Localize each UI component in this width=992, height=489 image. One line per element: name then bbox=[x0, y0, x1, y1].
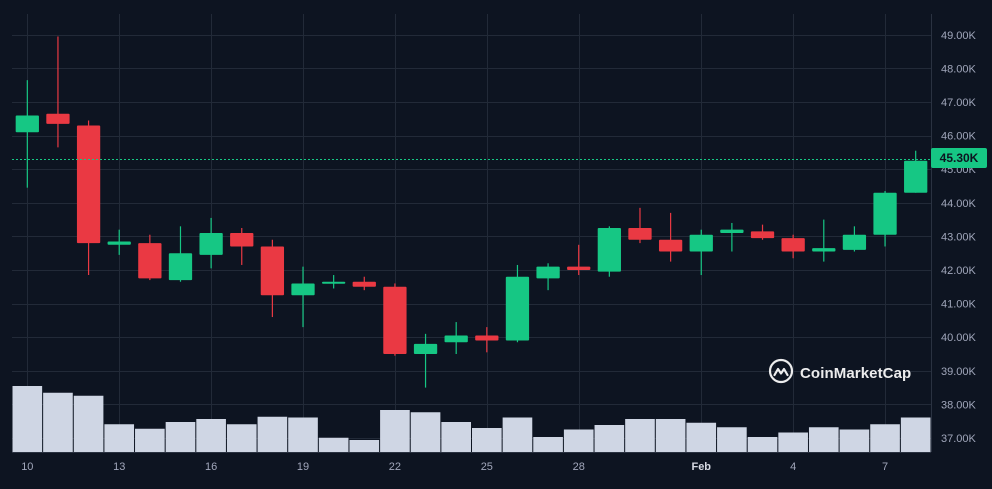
candle-body bbox=[352, 281, 376, 287]
candle-body bbox=[720, 229, 744, 234]
volume-bars bbox=[12, 386, 931, 452]
candle-body bbox=[107, 241, 131, 245]
candle-body bbox=[873, 192, 897, 235]
candle-body bbox=[444, 335, 468, 343]
candle-body bbox=[413, 343, 438, 354]
volume-bar bbox=[318, 437, 349, 452]
y-axis-tick-label: 40.00K bbox=[941, 332, 977, 344]
current-price-badge: 45.30K bbox=[931, 148, 987, 168]
volume-bar bbox=[900, 417, 931, 452]
candle-body bbox=[658, 239, 683, 252]
volume-bar bbox=[839, 429, 870, 452]
volume-bar bbox=[686, 422, 717, 452]
y-axis-tick-label: 48.00K bbox=[941, 63, 977, 75]
volume-bar bbox=[472, 428, 502, 452]
candle-body bbox=[505, 276, 530, 341]
candle-body bbox=[597, 228, 621, 272]
y-axis-tick-label: 39.00K bbox=[941, 366, 977, 378]
volume-bar bbox=[747, 437, 778, 452]
candle-body bbox=[781, 238, 805, 252]
volume-bar bbox=[533, 437, 563, 452]
volume-bar bbox=[12, 386, 43, 452]
volume-bar bbox=[717, 427, 747, 452]
candle-body bbox=[199, 233, 223, 255]
x-axis-tick-label: 22 bbox=[389, 461, 401, 473]
candle-body bbox=[291, 283, 315, 296]
volume-bar bbox=[870, 424, 900, 452]
volume-bar bbox=[104, 424, 135, 452]
x-axis-tick-label: 28 bbox=[573, 461, 585, 473]
x-axis-tick-label: 4 bbox=[790, 461, 796, 473]
candle-body bbox=[812, 248, 836, 252]
y-axis-tick-label: 47.00K bbox=[941, 97, 977, 109]
volume-bar bbox=[226, 424, 257, 452]
candle-body bbox=[536, 266, 560, 279]
volume-bar bbox=[43, 392, 73, 452]
volume-bar bbox=[196, 419, 226, 452]
y-axis-tick-label: 38.00K bbox=[941, 399, 977, 411]
candle-body bbox=[76, 125, 101, 244]
candle-body bbox=[322, 281, 346, 284]
candle-body bbox=[383, 286, 407, 354]
x-axis-tick-label: 19 bbox=[297, 461, 309, 473]
y-axis-tick-label: 42.00K bbox=[941, 265, 977, 277]
x-axis-tick-label: Feb bbox=[691, 461, 711, 473]
volume-bar bbox=[135, 428, 165, 452]
candle-body bbox=[475, 335, 499, 341]
volume-bar bbox=[594, 425, 625, 452]
volume-bar bbox=[502, 417, 533, 452]
candle-body bbox=[750, 231, 775, 239]
candle-body bbox=[46, 113, 70, 124]
volume-bar bbox=[73, 395, 104, 452]
y-axis-tick-label: 41.00K bbox=[941, 299, 977, 311]
volume-bar bbox=[563, 429, 594, 452]
candle-body bbox=[842, 234, 867, 250]
coinmarketcap-logo-icon bbox=[768, 358, 794, 389]
candle-body bbox=[689, 234, 713, 252]
volume-bar bbox=[808, 427, 839, 452]
volume-bar bbox=[288, 417, 318, 452]
candle-body bbox=[567, 266, 591, 270]
candle-body bbox=[168, 253, 193, 281]
x-axis: 10 13 16 19 22 25 28 Feb 4 7 bbox=[21, 461, 888, 473]
candle-body bbox=[628, 228, 652, 240]
volume-bar bbox=[410, 412, 441, 452]
volume-bar bbox=[165, 422, 196, 452]
volume-bar bbox=[380, 410, 410, 452]
y-axis-tick-label: 46.00K bbox=[941, 131, 977, 143]
y-axis: 49.00K48.00K47.00K46.00K45.00K44.00K43.0… bbox=[941, 30, 977, 445]
candle-body bbox=[260, 246, 285, 296]
candle-body bbox=[15, 115, 39, 133]
x-axis-tick-label: 25 bbox=[481, 461, 493, 473]
x-axis-tick-label: 13 bbox=[113, 461, 125, 473]
volume-bar bbox=[257, 416, 288, 452]
candle-body bbox=[138, 243, 162, 279]
volume-bar bbox=[349, 440, 380, 452]
y-axis-tick-label: 37.00K bbox=[941, 433, 977, 445]
x-axis-tick-label: 16 bbox=[205, 461, 217, 473]
y-axis-tick-label: 44.00K bbox=[941, 198, 977, 210]
watermark-logo: CoinMarketCap bbox=[768, 358, 912, 389]
volume-bar bbox=[655, 419, 686, 452]
x-axis-tick-label: 7 bbox=[882, 461, 888, 473]
volume-bar bbox=[441, 422, 471, 452]
candles bbox=[15, 36, 928, 388]
watermark-text: CoinMarketCap bbox=[800, 364, 912, 382]
volume-bar bbox=[778, 432, 808, 452]
y-axis-tick-label: 49.00K bbox=[941, 30, 977, 42]
volume-bar bbox=[625, 419, 655, 452]
candle-body bbox=[904, 160, 928, 193]
candle-body bbox=[230, 233, 254, 247]
y-axis-tick-label: 43.00K bbox=[941, 231, 977, 243]
x-axis-tick-label: 10 bbox=[21, 461, 33, 473]
